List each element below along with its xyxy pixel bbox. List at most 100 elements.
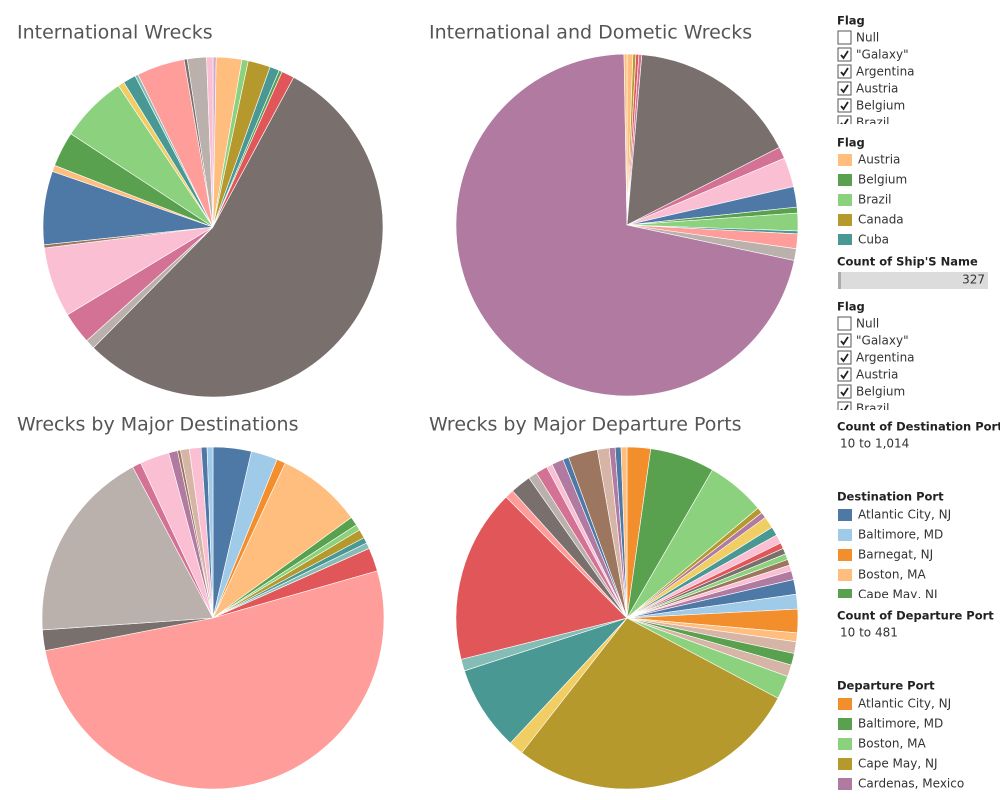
legend-item[interactable]: Canada: [838, 213, 904, 227]
filter-item[interactable]: Brazil: [837, 115, 890, 130]
legend-item[interactable]: Brazil: [838, 193, 892, 207]
item-label: Argentina: [856, 351, 915, 365]
item-label: Cape May, NJ: [858, 757, 938, 771]
checkbox[interactable]: [837, 333, 852, 348]
filter-item[interactable]: Austria: [837, 81, 898, 96]
pie-slice[interactable]: [455, 496, 628, 660]
slider-track[interactable]: [838, 272, 988, 289]
checkbox[interactable]: [837, 81, 852, 96]
range-panel: Count of Destination Port 10 to 1,014: [837, 420, 1000, 451]
checkmark: [840, 336, 849, 346]
legend-swatch: [838, 698, 852, 710]
item-label: Null: [856, 317, 879, 331]
filter-panel: Flag Null "Galaxy" Argentina Austria Belgium B…: [837, 14, 915, 130]
chart-title: Wrecks by Major Destinations: [17, 414, 298, 436]
legend-item[interactable]: Baltimore, MD: [838, 717, 943, 731]
legend-item[interactable]: Cuba: [838, 233, 889, 247]
checkmark: [840, 67, 849, 77]
pie-chart: International Wrecks: [17, 22, 384, 398]
filter-item[interactable]: Brazil: [837, 401, 890, 416]
item-label: Null: [856, 31, 879, 45]
legend-item[interactable]: Cardenas, Mexico: [838, 777, 964, 791]
item-label: Brazil: [858, 193, 892, 207]
filter-item[interactable]: Belgium: [837, 98, 905, 113]
item-label: Atlantic City, NJ: [858, 697, 951, 711]
legend-item[interactable]: Atlantic City, NJ: [838, 697, 951, 711]
item-label: Baltimore, MD: [858, 528, 943, 542]
slider-handle[interactable]: [838, 272, 841, 289]
legend-item[interactable]: Cape May, NJ: [838, 588, 938, 602]
filter-item[interactable]: Argentina: [837, 64, 915, 79]
legend-swatch: [838, 529, 852, 541]
item-label: Belgium: [856, 99, 905, 113]
checkbox[interactable]: [837, 401, 852, 415]
pie-slice[interactable]: [620, 446, 628, 619]
legend-item[interactable]: Belgium: [838, 173, 907, 187]
checkbox[interactable]: [837, 350, 852, 365]
filter-item[interactable]: "Galaxy": [837, 47, 909, 62]
legend-item[interactable]: Cape May, NJ: [838, 757, 938, 771]
item-label: Cape May, NJ: [858, 588, 938, 602]
filter-panel: Flag Null "Galaxy" Argentina Austria Belgium B…: [837, 300, 915, 416]
chart-title: International and Dometic Wrecks: [429, 22, 752, 44]
range-panel: Count of Departure Port 10 to 481: [837, 609, 994, 640]
legend-swatch: [838, 154, 852, 166]
pie-slice[interactable]: [626, 54, 780, 226]
checkbox[interactable]: [837, 47, 852, 62]
legend-item[interactable]: Atlantic City, NJ: [838, 508, 951, 522]
pie-slice[interactable]: [41, 466, 214, 631]
legend-item[interactable]: Barnegat, NJ: [838, 548, 933, 562]
pie-chart: Wrecks by Major Departure Ports: [429, 414, 799, 790]
pie-slice[interactable]: [206, 446, 214, 619]
checkbox[interactable]: [837, 64, 852, 79]
panel-title: Departure Port: [837, 679, 935, 693]
checkbox[interactable]: [837, 30, 852, 45]
checkbox[interactable]: [837, 115, 852, 129]
legend-swatch: [838, 738, 852, 750]
checkbox[interactable]: [837, 384, 852, 399]
item-list: Atlantic City, NJ Baltimore, MD Boston, MA…: [838, 697, 964, 791]
item-label: Canada: [858, 213, 904, 227]
legend-swatch: [838, 589, 852, 598]
pie-slice[interactable]: [455, 53, 795, 397]
item-label: Baltimore, MD: [858, 717, 943, 731]
legend-panel: Departure Port Atlantic City, NJ Baltimore…: [837, 679, 964, 791]
legend-item[interactable]: Austria: [838, 153, 900, 167]
legend-item[interactable]: Boston, MA: [838, 737, 926, 751]
filter-item[interactable]: Null: [837, 316, 879, 331]
item-list: Atlantic City, NJ Baltimore, MD Barnegat, …: [838, 508, 951, 602]
checkbox[interactable]: [837, 367, 852, 382]
item-label: Austria: [856, 82, 898, 96]
filter-item[interactable]: Belgium: [837, 384, 905, 399]
item-label: "Galaxy": [856, 48, 909, 62]
item-list: Null "Galaxy" Argentina Austria Belgium Brazi…: [837, 30, 915, 130]
filter-item[interactable]: Austria: [837, 367, 898, 382]
filter-item[interactable]: Argentina: [837, 350, 915, 365]
item-label: "Galaxy": [856, 334, 909, 348]
filter-item[interactable]: "Galaxy": [837, 333, 909, 348]
panel-title: Flag: [837, 136, 865, 150]
filter-item[interactable]: Null: [837, 30, 879, 45]
pie-slice[interactable]: [623, 53, 628, 226]
pie-slice[interactable]: [521, 617, 779, 790]
checkmark: [840, 353, 849, 363]
panel-title: Count of Ship'S Name: [837, 255, 978, 269]
slider-panel: Count of Ship'S Name 327: [837, 255, 988, 289]
legend-item[interactable]: Boston, MA: [838, 568, 926, 582]
legend-swatch: [838, 174, 852, 186]
item-list: Austria Belgium Brazil Canada Cuba: [838, 153, 907, 247]
item-label: Boston, MA: [858, 737, 926, 751]
panel-title: Count of Destination Port: [837, 420, 1000, 434]
legend-panel: Destination Port Atlantic City, NJ Baltimo…: [837, 490, 951, 602]
pie-slice[interactable]: [206, 56, 214, 228]
legend-swatch: [838, 718, 852, 730]
checkbox[interactable]: [837, 316, 852, 331]
item-label: Belgium: [858, 173, 907, 187]
legend-item[interactable]: Baltimore, MD: [838, 528, 943, 542]
pie-slice[interactable]: [92, 77, 384, 398]
legend-swatch: [838, 194, 852, 206]
checkbox[interactable]: [837, 98, 852, 113]
pie-slice[interactable]: [44, 570, 385, 790]
checkmark: [840, 101, 849, 111]
